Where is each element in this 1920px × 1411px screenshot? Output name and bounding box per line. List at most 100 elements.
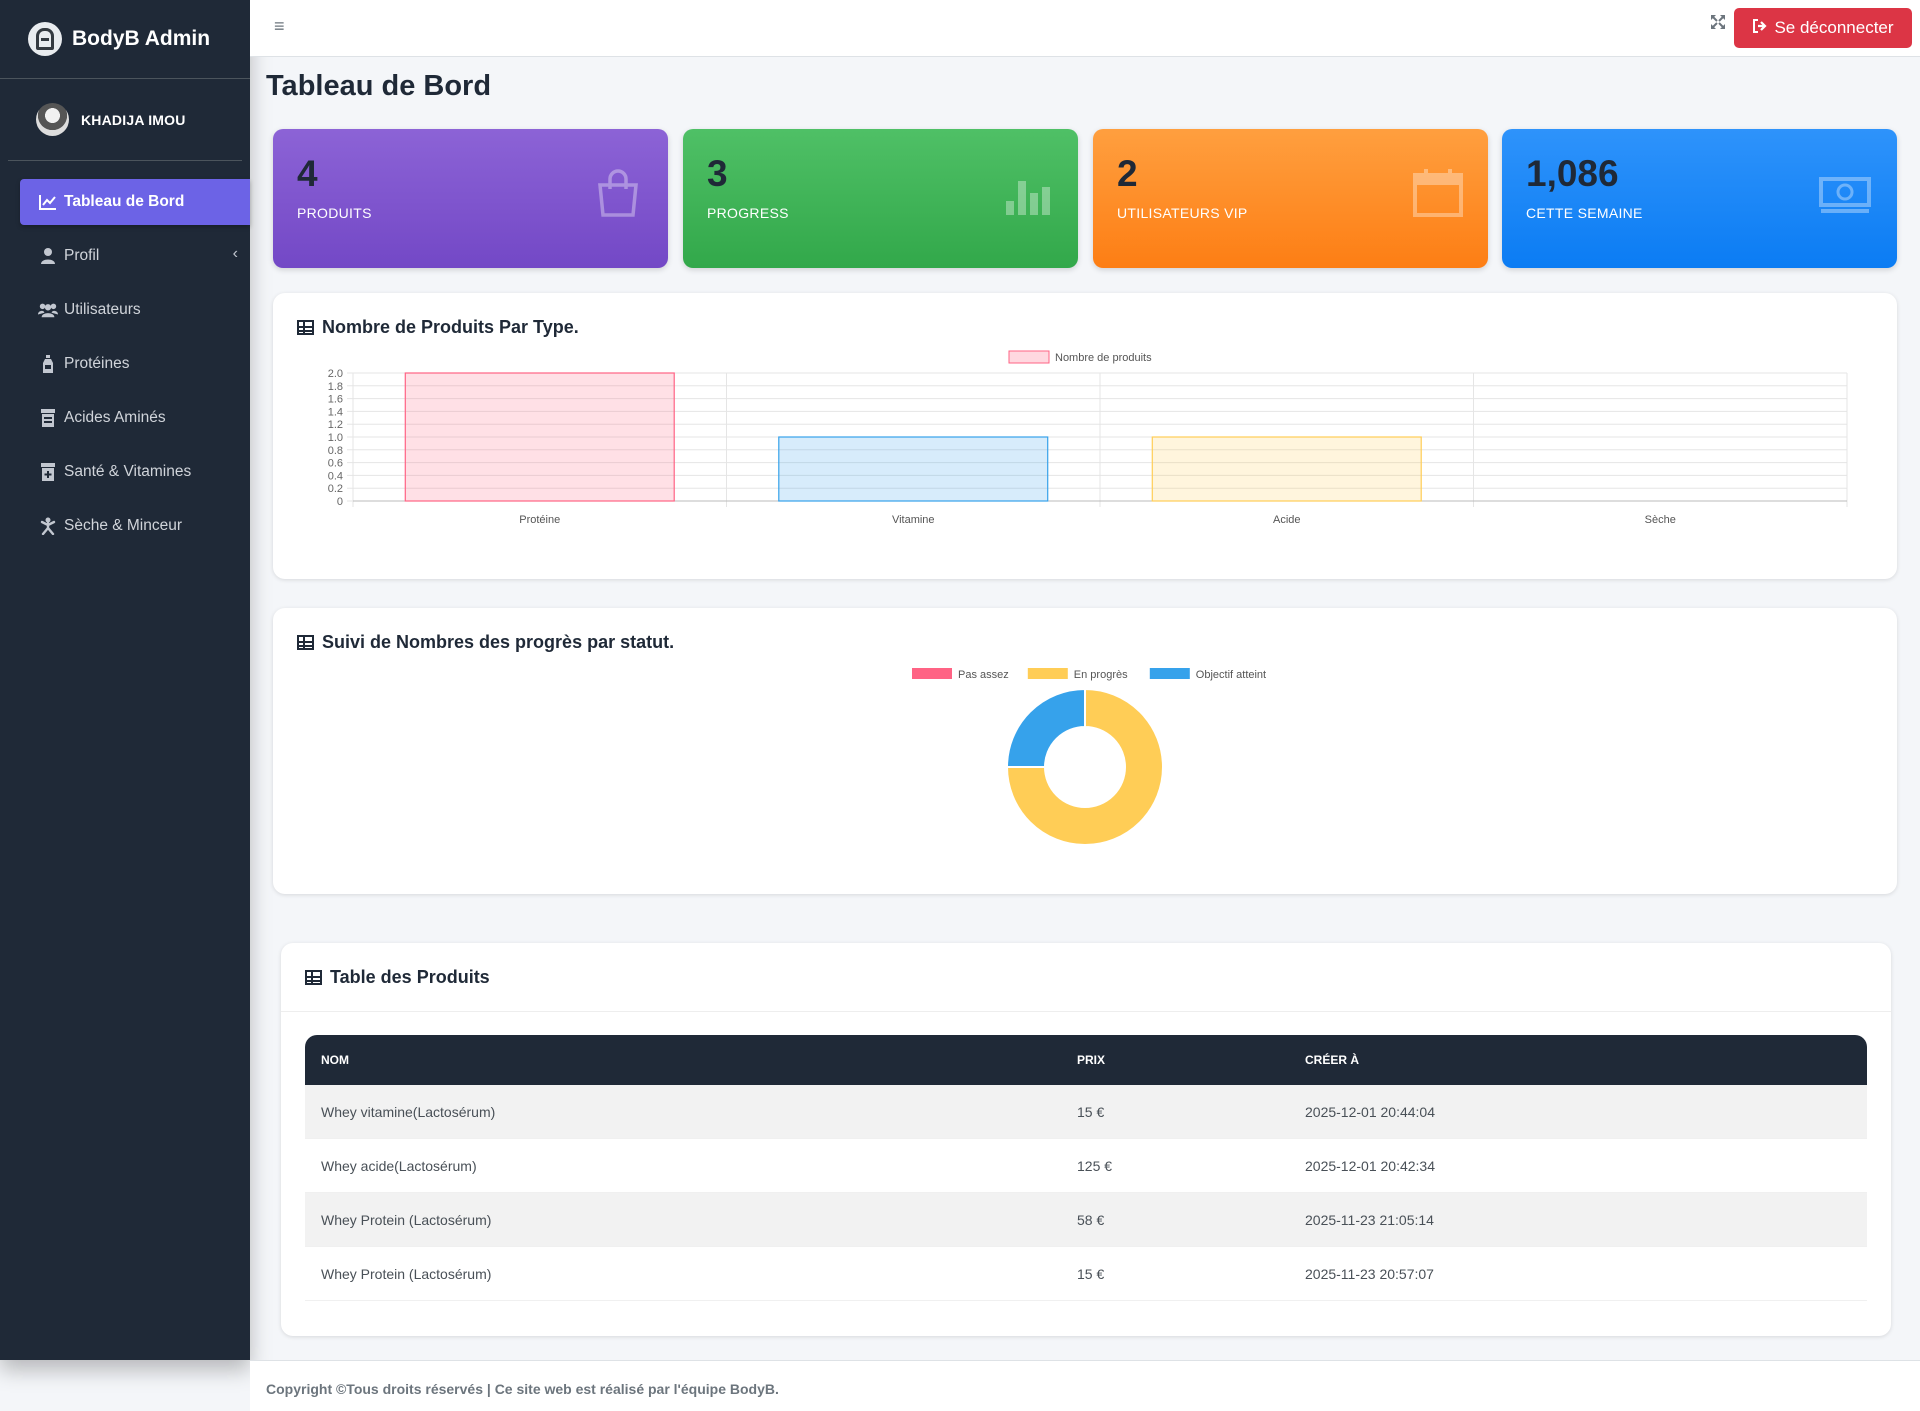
products-table-card: Table des Produits NOM PRIX CRÉER À Whey…: [281, 943, 1891, 1336]
sidebar-item-label: Tableau de Bord: [64, 193, 185, 210]
table-row[interactable]: Whey vitamine(Lactosérum) 15 € 2025-12-0…: [305, 1085, 1867, 1139]
bar: [1151, 436, 1422, 502]
sidebar-item-utilisateurs[interactable]: Utilisateurs: [20, 287, 250, 333]
cell-nom: Whey acide(Lactosérum): [321, 1157, 477, 1174]
stat-label: CETTE SEMAINE: [1526, 205, 1643, 221]
cell-prix: 15 €: [1077, 1103, 1105, 1120]
money-bill-icon: [1819, 177, 1871, 213]
logout-button[interactable]: Se déconnecter: [1734, 8, 1912, 48]
stat-value: 3: [707, 153, 728, 194]
stat-box-cette-semaine: 1,086 CETTE SEMAINE: [1502, 129, 1897, 268]
stat-value: 2: [1117, 153, 1138, 194]
sidebar-item-label: Profil: [64, 247, 100, 264]
sidebar-item-label: Protéines: [64, 355, 130, 372]
user-panel[interactable]: KHADIJA IMOU: [8, 79, 242, 161]
legend-label: Pas assez: [958, 669, 1009, 681]
brand-logo-icon: [28, 22, 62, 56]
legend-swatch: [1008, 350, 1050, 364]
cell-date: 2025-12-01 20:44:04: [1305, 1103, 1435, 1120]
y-tick-label: 1.6: [328, 394, 343, 406]
running-icon: [38, 516, 58, 536]
legend-label: Objectif atteint: [1196, 669, 1266, 681]
stat-value: 1,086: [1526, 153, 1619, 194]
shopping-bag-icon: [598, 169, 638, 217]
cell-date: 2025-11-23 20:57:07: [1305, 1265, 1434, 1282]
y-tick-label: 0.4: [328, 470, 343, 482]
bar-chart-title: Nombre de Produits Par Type.: [322, 317, 579, 337]
sidebar-item-proteines[interactable]: Protéines: [20, 341, 250, 387]
sidebar: BodyB Admin KHADIJA IMOU Tableau de Bord…: [0, 0, 250, 1360]
header-prix[interactable]: PRIX: [1077, 1053, 1106, 1067]
sidebar-item-sante-vitamines[interactable]: Santé & Vitamines: [20, 449, 250, 495]
y-tick-label: 1.0: [328, 432, 343, 444]
table-row[interactable]: Whey Protein (Lactosérum) 58 € 2025-11-2…: [305, 1193, 1867, 1247]
stat-label: PRODUITS: [297, 205, 372, 221]
sidebar-item-seche-minceur[interactable]: Sèche & Minceur: [20, 503, 250, 549]
stat-label: UTILISATEURS VIP: [1117, 205, 1248, 221]
x-tick-label: Acide: [1273, 514, 1301, 526]
donut-slice: [1005, 687, 1086, 768]
x-tick-label: Vitamine: [892, 514, 935, 526]
header-nom[interactable]: NOM: [321, 1053, 349, 1067]
sidebar-item-label: Santé & Vitamines: [64, 463, 192, 480]
card-title: Suivi de Nombres des progrès par statut.: [297, 632, 674, 653]
bar-chart-icon: [1006, 181, 1050, 215]
fullscreen-icon[interactable]: [1711, 15, 1725, 34]
chevron-left-icon: ‹: [232, 245, 238, 262]
card-title: Table des Produits: [305, 967, 490, 988]
sidebar-item-tableau-de-bord[interactable]: Tableau de Bord: [20, 179, 250, 225]
top-navbar: ≡ Se déconnecter: [250, 0, 1920, 57]
brand-text: BodyB Admin: [72, 27, 211, 50]
user-icon: [38, 246, 58, 266]
table-row[interactable]: Whey acide(Lactosérum) 125 € 2025-12-01 …: [305, 1139, 1867, 1193]
y-tick-label: 1.2: [328, 419, 343, 431]
users-icon: [38, 300, 58, 320]
brand-link[interactable]: BodyB Admin: [0, 0, 250, 79]
calendar-icon: [1413, 169, 1463, 217]
legend-swatch: [1149, 668, 1190, 679]
table-icon: [297, 320, 314, 335]
sidebar-item-label: Utilisateurs: [64, 301, 141, 318]
y-tick-label: 1.8: [328, 381, 343, 393]
legend-label: En progrès: [1074, 669, 1128, 681]
y-tick-label: 0: [337, 496, 343, 508]
donut-slice: [1005, 687, 1164, 846]
table-body: Whey vitamine(Lactosérum) 15 € 2025-12-0…: [305, 1085, 1867, 1301]
cell-nom: Whey Protein (Lactosérum): [321, 1211, 492, 1228]
bar-chart-card: Nombre de Produits Par Type. Nombre de p…: [273, 293, 1897, 579]
sidebar-item-profil[interactable]: Profil ‹: [20, 233, 250, 279]
hamburger-menu-icon[interactable]: ≡: [274, 16, 285, 36]
cell-nom: Whey vitamine(Lactosérum): [321, 1103, 496, 1120]
bar: [778, 436, 1049, 502]
donut-chart-card: Suivi de Nombres des progrès par statut.…: [273, 608, 1897, 894]
logout-label: Se déconnecter: [1774, 18, 1894, 37]
legend-label: Nombre de produits: [1055, 352, 1152, 364]
medical-jar-icon: [38, 462, 58, 482]
jar-icon: [38, 408, 58, 428]
legend-swatch: [912, 668, 952, 679]
card-title: Nombre de Produits Par Type.: [297, 317, 579, 338]
bottle-icon: [38, 354, 58, 374]
stat-label: PROGRESS: [707, 205, 789, 221]
table-row[interactable]: Whey Protein (Lactosérum) 15 € 2025-11-2…: [305, 1247, 1867, 1301]
x-tick-label: Sèche: [1645, 514, 1676, 526]
stat-box-utilisateurs-vip: 2 UTILISATEURS VIP: [1093, 129, 1488, 268]
sidebar-item-acides-amines[interactable]: Acides Aminés: [20, 395, 250, 441]
footer-copyright: Copyright ©Tous droits réservés | Ce sit…: [266, 1381, 779, 1397]
y-tick-label: 0.6: [328, 458, 343, 470]
header-creer-a[interactable]: CRÉER À: [1305, 1053, 1360, 1067]
y-tick-label: 0.8: [328, 445, 343, 457]
cell-prix: 15 €: [1077, 1265, 1105, 1282]
stat-box-progress: 3 PROGRESS: [683, 129, 1078, 268]
cell-date: 2025-11-23 21:05:14: [1305, 1211, 1434, 1228]
table-title: Table des Produits: [330, 967, 490, 987]
table-icon: [297, 635, 314, 650]
sidebar-nav: Tableau de Bord Profil ‹ Utilisateurs Pr…: [0, 179, 250, 549]
avatar: [36, 103, 69, 136]
chart-line-icon: [38, 192, 58, 212]
y-tick-label: 1.4: [328, 406, 343, 418]
cell-date: 2025-12-01 20:42:34: [1305, 1157, 1435, 1174]
bar-chart: Nombre de produits 00.20.40.60.81.01.21.4…: [328, 350, 1848, 526]
stat-value: 4: [297, 153, 318, 194]
footer: Copyright ©Tous droits réservés | Ce sit…: [250, 1360, 1920, 1411]
